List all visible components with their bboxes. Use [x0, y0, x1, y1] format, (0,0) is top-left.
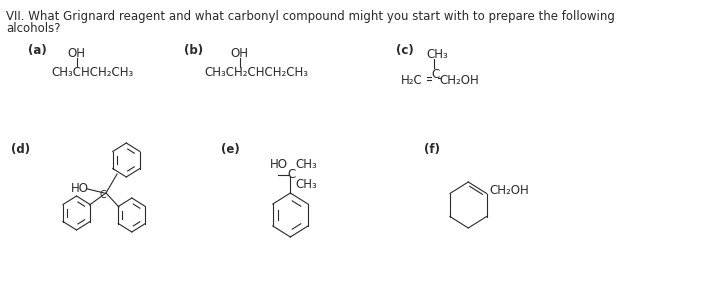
Text: OH: OH — [230, 47, 248, 60]
Text: CH₃CH₂CHCH₂CH₃: CH₃CH₂CHCH₂CH₃ — [204, 66, 309, 79]
Text: (d): (d) — [11, 143, 30, 156]
Text: CH₂OH: CH₂OH — [440, 74, 480, 87]
Text: C: C — [431, 68, 440, 81]
Text: (f): (f) — [424, 143, 440, 156]
Text: HO: HO — [71, 182, 89, 194]
Text: OH: OH — [68, 47, 86, 60]
Text: CH₃: CH₃ — [427, 48, 449, 61]
Text: CH₃CHCH₂CH₃: CH₃CHCH₂CH₃ — [52, 66, 134, 79]
Text: (c): (c) — [397, 44, 414, 57]
Text: (a): (a) — [27, 44, 46, 57]
Text: alcohols?: alcohols? — [6, 22, 61, 35]
Text: C: C — [287, 169, 295, 182]
Text: CH₃: CH₃ — [295, 158, 317, 171]
Text: CH₃: CH₃ — [295, 178, 317, 191]
Text: HO: HO — [270, 158, 288, 171]
Text: VII. What Grignard reagent and what carbonyl compound might you start with to pr: VII. What Grignard reagent and what carb… — [6, 10, 616, 23]
Text: (e): (e) — [221, 143, 240, 156]
Text: H₂C: H₂C — [401, 74, 423, 87]
Text: CH₂OH: CH₂OH — [490, 184, 529, 197]
Text: (b): (b) — [184, 44, 204, 57]
Text: C: C — [100, 190, 107, 200]
